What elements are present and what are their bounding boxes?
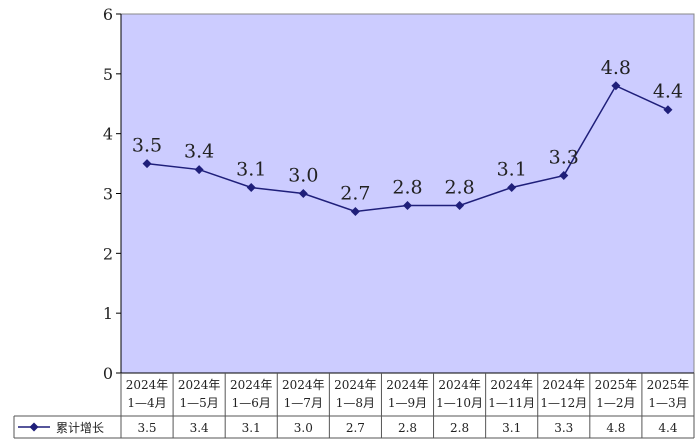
- data-point-marker: [663, 105, 673, 115]
- series-line: 3.5 3.4 3.1 3.0 2.7 2.8 2.8 3.1 3.3 4.8 4.4: [132, 57, 683, 216]
- data-label: 3.3: [549, 147, 579, 169]
- x-tick-label-year: 2024年: [178, 378, 221, 392]
- data-point-marker: [455, 200, 465, 210]
- data-point-marker: [507, 183, 517, 193]
- table-value-cell: 3.1: [502, 421, 521, 435]
- data-point-marker: [194, 165, 204, 175]
- data-table: 2024年 1—4月 3.5 2024年 1—5月 3.4 2024年 1—6月 3.1 2024…: [13, 373, 695, 439]
- x-tick-label-period: 1—5月: [179, 396, 218, 410]
- y-axis: 0 1 2 3 4 5 6: [103, 5, 121, 383]
- x-tick-label-year: 2025年: [647, 378, 690, 392]
- data-label: 4.8: [601, 57, 631, 79]
- x-tick-label-year: 2024年: [542, 378, 585, 392]
- table-value-cell: 3.1: [242, 421, 261, 435]
- x-tick-label-period: 1—9月: [388, 396, 427, 410]
- x-tick-label-period: 1—12月: [540, 396, 587, 410]
- data-point-marker: [611, 81, 621, 91]
- table-value-cell: 2.7: [346, 421, 365, 435]
- data-point-marker: [298, 189, 308, 198]
- plot-area: [120, 13, 695, 374]
- data-label: 3.1: [236, 159, 266, 181]
- x-tick-label-year: 2024年: [386, 378, 429, 392]
- x-tick-label-year: 2024年: [490, 378, 533, 392]
- x-tick-label-year: 2025年: [595, 378, 638, 392]
- table-value-cell: 2.8: [450, 421, 469, 435]
- x-tick-label-period: 1—11月: [488, 396, 535, 410]
- legend-label: 累计增长: [56, 421, 104, 435]
- y-tick-label-1: 1: [103, 304, 113, 323]
- y-tick-label-5: 5: [103, 65, 113, 84]
- data-label: 3.4: [184, 141, 214, 163]
- data-label: 2.8: [444, 176, 474, 198]
- y-tick-label-3: 3: [103, 185, 113, 204]
- x-tick-label-year: 2024年: [126, 378, 169, 392]
- y-tick-label-6: 6: [103, 5, 113, 24]
- table-value-cell: 3.5: [137, 421, 156, 435]
- x-tick-label-year: 2024年: [438, 378, 481, 392]
- legend-marker: [29, 422, 39, 432]
- x-tick-label-year: 2024年: [282, 378, 325, 392]
- table-value-cell: 2.8: [398, 421, 417, 435]
- x-tick-label-period: 1—2月: [596, 396, 635, 410]
- data-label: 3.0: [288, 165, 318, 187]
- data-point-marker: [142, 159, 152, 169]
- table-value-cell: 4.4: [658, 421, 677, 435]
- data-label: 3.1: [497, 159, 527, 181]
- table-value-cell: 3.4: [190, 421, 209, 435]
- data-label: 2.8: [392, 176, 422, 198]
- data-point-marker: [403, 200, 412, 210]
- y-tick-label-0: 0: [103, 364, 113, 383]
- x-tick-label-period: 1—10月: [436, 396, 483, 410]
- x-tick-label-year: 2024年: [230, 378, 273, 392]
- x-tick-label-period: 1—8月: [336, 396, 375, 410]
- data-label: 3.5: [132, 135, 162, 157]
- data-label: 4.4: [653, 81, 683, 103]
- data-label: 2.7: [340, 182, 370, 204]
- data-point-marker: [246, 183, 256, 193]
- table-value-cell: 4.8: [606, 421, 625, 435]
- table-value-cell: 3.0: [294, 421, 313, 435]
- x-tick-label-period: 1—6月: [232, 396, 271, 410]
- x-tick-label-year: 2024年: [334, 378, 377, 392]
- x-tick-label-period: 1—7月: [284, 396, 323, 410]
- legend: 累计增长: [18, 421, 104, 435]
- x-tick-label-period: 1—4月: [127, 396, 166, 410]
- table-value-cell: 3.3: [554, 421, 573, 435]
- y-tick-label-4: 4: [103, 125, 113, 144]
- data-point-marker: [350, 206, 360, 216]
- y-tick-label-2: 2: [103, 244, 113, 263]
- x-tick-label-period: 1—3月: [648, 396, 687, 410]
- data-point-marker: [559, 171, 569, 181]
